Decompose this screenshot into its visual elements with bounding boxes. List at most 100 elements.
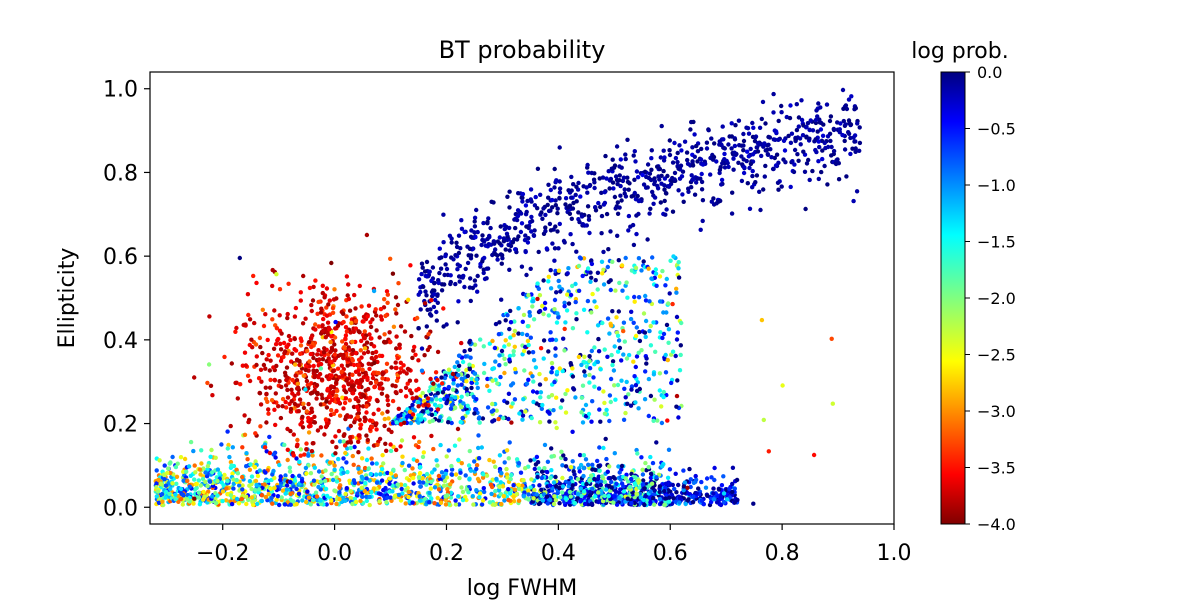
data-point: [552, 166, 557, 172]
data-point: [741, 138, 747, 144]
data-point: [379, 466, 385, 472]
data-point: [536, 249, 541, 255]
data-point: [433, 370, 439, 375]
data-point: [537, 420, 543, 425]
data-point: [416, 326, 421, 331]
data-point: [731, 156, 736, 161]
x-axis: −0.2 0.0 0.2 0.4 0.6 0.8 1.0: [196, 524, 912, 566]
data-point: [391, 324, 397, 329]
data-point: [575, 492, 581, 497]
data-point: [178, 486, 184, 492]
data-point: [581, 256, 587, 261]
data-point: [629, 500, 634, 506]
data-point: [249, 486, 254, 492]
data-point: [343, 336, 348, 342]
data-point: [665, 418, 670, 423]
data-point: [266, 352, 271, 358]
data-point: [235, 396, 240, 401]
data-point: [394, 311, 399, 316]
data-point: [567, 499, 572, 505]
data-point: [322, 295, 327, 300]
data-point: [359, 338, 364, 344]
data-point: [527, 310, 532, 315]
data-point: [558, 289, 563, 294]
data-point: [639, 455, 644, 460]
data-point: [552, 246, 558, 251]
data-point: [515, 208, 521, 213]
data-point: [636, 478, 642, 483]
data-point: [511, 494, 516, 500]
data-point: [514, 491, 520, 497]
data-point: [319, 392, 324, 397]
data-point: [539, 487, 544, 492]
data-point: [616, 338, 622, 343]
data-point: [635, 451, 640, 456]
data-point: [796, 124, 801, 129]
y-tick-label: 0.0: [103, 496, 138, 521]
data-point: [392, 493, 398, 498]
data-point: [306, 415, 311, 421]
data-point: [341, 311, 346, 316]
data-point: [623, 152, 628, 157]
data-point: [789, 131, 795, 136]
data-point: [389, 365, 394, 370]
data-point: [424, 293, 429, 298]
data-point: [422, 269, 428, 274]
data-point: [231, 481, 236, 486]
data-point: [662, 183, 667, 188]
data-point: [242, 413, 247, 418]
data-point: [277, 287, 283, 292]
data-point: [365, 314, 370, 319]
data-point: [351, 329, 356, 334]
data-point: [580, 481, 586, 486]
data-point: [695, 149, 701, 154]
data-point: [606, 493, 611, 499]
data-point: [711, 486, 716, 491]
data-point: [556, 278, 561, 284]
data-point: [512, 366, 518, 372]
data-point: [180, 502, 185, 507]
data-point: [529, 214, 534, 220]
data-point: [694, 143, 699, 149]
data-point: [750, 152, 756, 157]
data-point: [318, 366, 324, 371]
data-point: [313, 278, 318, 283]
data-point: [388, 256, 393, 261]
data-point: [298, 290, 303, 295]
data-point: [467, 362, 472, 367]
data-point: [486, 216, 491, 221]
data-point: [335, 366, 341, 371]
data-point: [587, 372, 592, 378]
data-point: [178, 496, 184, 502]
data-point: [472, 215, 478, 220]
data-point: [215, 493, 220, 498]
data-point: [209, 447, 214, 453]
data-point: [565, 205, 571, 210]
data-point: [403, 394, 409, 399]
data-point: [456, 353, 462, 358]
data-point: [303, 387, 308, 392]
data-point: [624, 379, 629, 385]
data-point: [456, 457, 461, 463]
data-point: [359, 485, 364, 490]
data-point: [503, 362, 508, 367]
data-point: [857, 125, 862, 130]
data-point: [331, 411, 337, 416]
data-point: [238, 382, 243, 387]
data-point: [408, 263, 413, 268]
data-point: [361, 351, 367, 356]
data-point: [309, 308, 314, 314]
data-point: [418, 464, 423, 470]
data-point: [456, 274, 462, 279]
data-point: [303, 316, 308, 321]
data-point: [289, 399, 294, 404]
data-point: [704, 476, 710, 481]
data-point: [334, 501, 339, 507]
data-point: [513, 216, 518, 222]
data-point: [245, 457, 250, 462]
data-point: [509, 472, 514, 478]
data-point: [523, 409, 528, 414]
data-point: [328, 390, 333, 395]
data-point: [428, 307, 433, 312]
data-point: [852, 139, 857, 144]
